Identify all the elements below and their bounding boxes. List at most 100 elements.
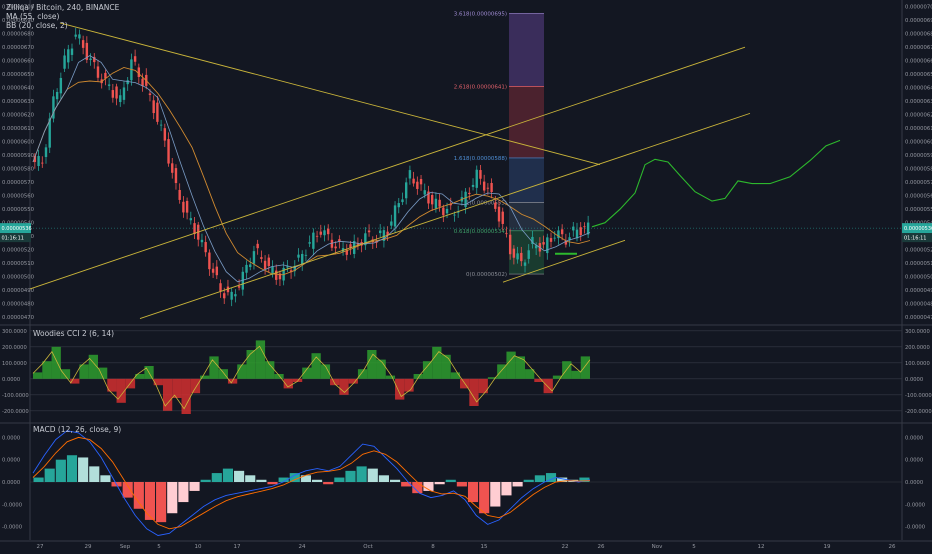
candle-body (267, 257, 270, 267)
candle-body (122, 87, 126, 100)
candle-body (345, 249, 348, 255)
y-tick-right: 0.00000680 (905, 32, 932, 38)
cci-bar (413, 374, 423, 379)
cci-bar (515, 356, 526, 379)
candle-body (427, 191, 430, 204)
y-tick-right: 0.00000500 (905, 275, 932, 281)
candle-body (505, 233, 508, 235)
candle-body (386, 231, 389, 236)
y-tick-right: 0.00000670 (905, 45, 932, 51)
cci-bar (432, 346, 442, 379)
cci-line (32, 345, 591, 410)
y-tick-right: 0.00000590 (905, 153, 932, 159)
fib-zone (509, 13, 544, 87)
y-tick-left: 0.00000680 (2, 32, 35, 38)
candle-body (278, 273, 282, 280)
x-tick: Sep (120, 544, 131, 550)
candle-body (423, 190, 426, 195)
fib-zone (509, 86, 544, 158)
macd-legend: MACD (12, 26, close, 9) (33, 425, 121, 434)
candle-body (308, 242, 311, 244)
candle-body (338, 239, 341, 242)
candle-body (126, 80, 129, 85)
candle-body (378, 230, 382, 234)
candle-body (286, 266, 289, 268)
cci-bar (51, 346, 61, 379)
macd-histogram-bar (189, 482, 200, 491)
candle-body (252, 251, 256, 264)
candle-body (193, 223, 196, 235)
candle-body (546, 237, 549, 254)
cci-bar (330, 378, 340, 386)
macd-histogram-bar (423, 482, 434, 491)
candle-body (230, 291, 233, 300)
candle-body (152, 100, 155, 114)
cci-bar (478, 378, 488, 394)
candle-body (249, 264, 252, 268)
cci-bar (200, 375, 210, 379)
cci-bar (190, 378, 201, 394)
candle-body (534, 245, 538, 249)
price-badge-right (902, 223, 932, 234)
cci-bar (218, 369, 228, 379)
y-tick-right: 0.00000610 (905, 126, 932, 132)
x-tick: 27 (37, 544, 44, 550)
candle-body (33, 155, 37, 162)
candle-body (572, 226, 575, 231)
cci-tick-left: 100.0000 (2, 361, 27, 367)
candle-body (371, 239, 374, 243)
fib-label: 0(0.00000502) (466, 272, 507, 278)
candle-body (442, 207, 445, 216)
macd-histogram-bar (55, 459, 66, 482)
candle-body (141, 78, 144, 86)
y-tick-right: 0.00000580 (905, 167, 932, 173)
y-tick-right: 0.00000700 (905, 5, 932, 11)
candle-body (520, 252, 523, 262)
candle-body (553, 237, 556, 239)
candle-body (557, 230, 560, 239)
candle-body (93, 56, 96, 63)
candle-body (453, 214, 456, 216)
symbol-title: Zilliqa / Bitcoin, 240, BINANCE (6, 3, 120, 12)
candle-body (390, 221, 393, 226)
macd-histogram-bar (367, 468, 378, 482)
candle-body (401, 199, 404, 203)
macd-histogram-bar (234, 470, 245, 482)
cci-bar (33, 372, 43, 379)
candle-body (237, 286, 241, 288)
y-tick-left: 0.00000520 (2, 248, 35, 254)
cci-bar (70, 378, 80, 384)
candle-body (330, 239, 334, 248)
candle-body (133, 56, 137, 62)
projection-path (591, 139, 841, 228)
fib-zone (509, 157, 544, 203)
y-tick-right: 0.00000480 (905, 302, 932, 308)
macd-histogram-bar (267, 482, 278, 485)
y-tick-left: 0.00000620 (2, 113, 35, 119)
candle-body (67, 49, 70, 63)
candle-body (560, 229, 564, 235)
x-tick: 29 (85, 544, 92, 550)
candle-body (315, 235, 319, 237)
time-badge-right-text: 01:16:11 (904, 236, 926, 242)
cci-tick-left: -100.0000 (2, 393, 29, 399)
cci-bar (571, 370, 581, 379)
macd-histogram-bar (345, 470, 356, 482)
time-badge-right (902, 233, 932, 243)
cci-bar (181, 378, 191, 414)
candle-body (438, 199, 441, 207)
candle-body (301, 253, 304, 265)
candle-body (289, 270, 293, 273)
candle-body (89, 58, 92, 61)
candle-body (397, 203, 400, 208)
y-tick-left: 0.00000570 (2, 180, 35, 186)
candle-body (185, 200, 189, 213)
x-tick: 22 (562, 544, 569, 550)
x-tick: 15 (481, 544, 488, 550)
macd-histogram-bar (66, 455, 78, 482)
candle-body (404, 182, 408, 199)
candle-body (208, 252, 211, 270)
candle-body (70, 48, 74, 55)
